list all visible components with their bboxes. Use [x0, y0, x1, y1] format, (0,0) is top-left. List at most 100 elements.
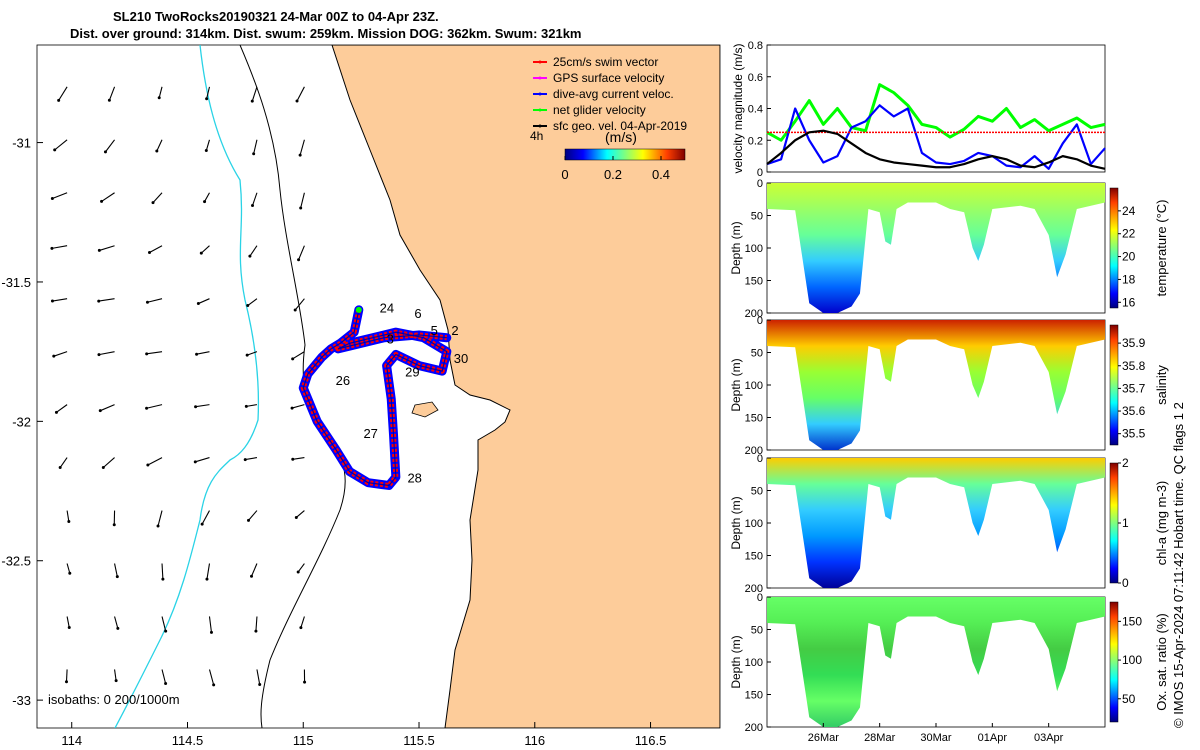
- vector-head: [116, 626, 120, 630]
- vector-arrow: [146, 351, 163, 355]
- vector-arrow: [51, 245, 68, 249]
- vector-arrow: [52, 298, 68, 302]
- vector-head: [299, 626, 303, 630]
- vector-arrow: [300, 616, 305, 628]
- colorbar-tick-label: 35.5: [1122, 427, 1146, 441]
- day-label: 24: [380, 301, 394, 316]
- legend-marker: [538, 124, 542, 128]
- vector-head: [250, 99, 254, 103]
- vector-head: [146, 463, 150, 467]
- glider-track: 24 65 2 3 30 29 26 27 28: [298, 301, 468, 490]
- vector-arrow: [248, 510, 258, 521]
- day-label: 27: [363, 426, 377, 441]
- vector-arrow: [114, 563, 118, 577]
- colorbar-tick-label: 0.4: [652, 167, 670, 182]
- chart-title-line2: Dist. over ground: 314km. Dist. swum: 25…: [70, 26, 582, 41]
- vector-head: [114, 679, 118, 683]
- section-colorbar: [1109, 324, 1119, 446]
- speed-colorbar-ticks: 0 0.2 0.4: [561, 156, 670, 182]
- vector-head: [203, 200, 207, 204]
- vector-head: [155, 149, 159, 153]
- colorbar-tick-label: 2: [1122, 456, 1129, 470]
- vector-arrow: [58, 86, 68, 101]
- vector-arrow: [108, 86, 116, 101]
- vector-arrow: [295, 510, 305, 518]
- vector-head: [209, 630, 213, 634]
- legend-label: GPS surface velocity: [553, 71, 664, 85]
- map-y-tick-label: -31.5: [1, 275, 31, 290]
- vector-arrow: [249, 245, 258, 257]
- vector-head: [164, 681, 168, 685]
- vector-head: [97, 353, 101, 357]
- vector-arrow: [206, 86, 211, 99]
- colorbar-tick-label: 16: [1122, 295, 1136, 309]
- vector-head: [298, 153, 302, 157]
- vector-head: [98, 409, 102, 413]
- vector-head: [258, 682, 262, 686]
- day-label: 5: [431, 323, 438, 338]
- vector-arrow: [161, 563, 164, 580]
- day-label: 6: [414, 306, 421, 321]
- depth-tick-label: 200: [745, 445, 763, 457]
- vector-head: [196, 302, 200, 306]
- day-label: 2: [451, 323, 458, 338]
- vector-head: [50, 246, 54, 250]
- vector-arrow: [66, 510, 70, 522]
- vector-head: [151, 201, 155, 205]
- depth-tick-label: 150: [745, 551, 763, 563]
- vector-arrow: [161, 669, 167, 684]
- map-x-tick-label: 114: [61, 733, 82, 748]
- vector-head: [157, 96, 161, 100]
- colorbar-tick-label: 35.9: [1122, 336, 1146, 350]
- vector-arrow: [105, 139, 116, 153]
- vector-head: [193, 460, 197, 464]
- velocity-ylabel: velocity magnitude (m/s): [731, 43, 745, 173]
- vector-arrow: [195, 404, 210, 408]
- vector-head: [195, 352, 199, 356]
- vector-head: [243, 458, 247, 462]
- vector-head: [303, 680, 307, 684]
- vector-head: [101, 465, 105, 469]
- depth-tick-label: 100: [745, 380, 763, 392]
- vector-arrow: [246, 351, 258, 356]
- depth-tick-label: 200: [745, 308, 763, 320]
- vector-head: [53, 148, 57, 152]
- vector-arrow: [247, 298, 258, 306]
- colorbar-tick-label: 35.8: [1122, 359, 1146, 373]
- vector-arrow: [52, 192, 68, 199]
- depth-tick-label: 100: [745, 243, 763, 255]
- colorbar-tick-label: 1: [1122, 516, 1129, 530]
- vector-arrow: [297, 563, 305, 573]
- vector-head: [54, 410, 58, 414]
- depth-ylabel: Depth (m): [729, 358, 743, 411]
- depth-tick-label: 100: [745, 657, 763, 669]
- vector-head: [147, 251, 151, 255]
- vector-arrow: [114, 669, 117, 681]
- vector-arrow: [208, 616, 213, 633]
- vector-arrow: [200, 245, 210, 254]
- vector-arrow: [251, 86, 258, 102]
- island: [411, 401, 439, 418]
- legend-label: 25cm/s swim vector: [553, 55, 658, 69]
- legend-label: sfc geo. vel. 04-Apr-2019: [553, 119, 687, 133]
- colorbar-tick-label: 0: [561, 167, 568, 182]
- legend-label: net glider velocity: [553, 103, 646, 117]
- colorbar-tick-label: 35.6: [1122, 404, 1146, 418]
- isobaths-label: isobaths: 0 200/1000m: [48, 692, 180, 707]
- colorbar-tick-label: 0.2: [604, 167, 622, 182]
- depth-tick-label: 50: [751, 486, 763, 498]
- colorbar-tick-label: 100: [1122, 653, 1142, 667]
- vector-head: [100, 199, 104, 203]
- vector-arrow: [152, 192, 163, 204]
- credit-text: © IMOS 15-Apr-2024 07:11:42 Hobart time.…: [1171, 402, 1186, 728]
- vector-head: [194, 405, 198, 409]
- vector-arrow: [158, 86, 163, 98]
- vector-head: [299, 206, 303, 210]
- colorbar-label: temperature (°C): [1154, 200, 1169, 297]
- vector-head: [145, 406, 149, 410]
- depth-ylabel: Depth (m): [729, 496, 743, 549]
- vector-head: [97, 248, 101, 252]
- vector-head: [297, 258, 301, 262]
- depth-tick-label: 150: [745, 413, 763, 425]
